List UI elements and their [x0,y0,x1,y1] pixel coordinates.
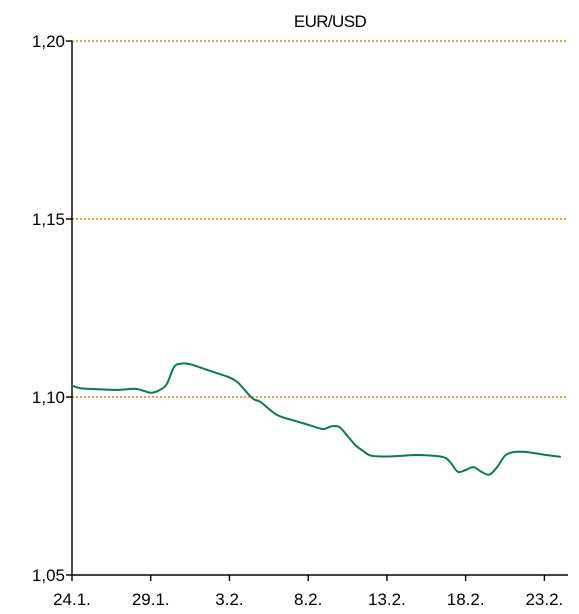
y-tick-label: 1,05 [32,566,65,585]
y-axis-ticks: 1,05 1,10 1,15 1,20 [32,32,72,585]
x-tick-label: 24.1. [53,590,91,609]
series-layer [71,362,562,476]
series-line-0 [71,362,562,476]
x-tick-label: 18.2. [447,590,485,609]
x-tick-label: 8.2. [294,590,322,609]
axes [71,41,568,576]
gridlines [72,40,568,398]
x-tick-label: 3.2. [215,590,243,609]
y-tick-label: 1,10 [32,388,65,407]
x-axis-ticks: 24.1. 29.1. 3.2. 8.2. 13.2. 18.2. 23.2. [53,575,563,609]
x-tick-label: 23.2. [525,590,563,609]
y-tick-label: 1,20 [32,32,65,51]
y-tick-label: 1,15 [32,210,65,229]
x-tick-label: 13.2. [368,590,406,609]
chart-title: EUR/USD [294,12,367,31]
x-tick-label: 29.1. [132,590,170,609]
